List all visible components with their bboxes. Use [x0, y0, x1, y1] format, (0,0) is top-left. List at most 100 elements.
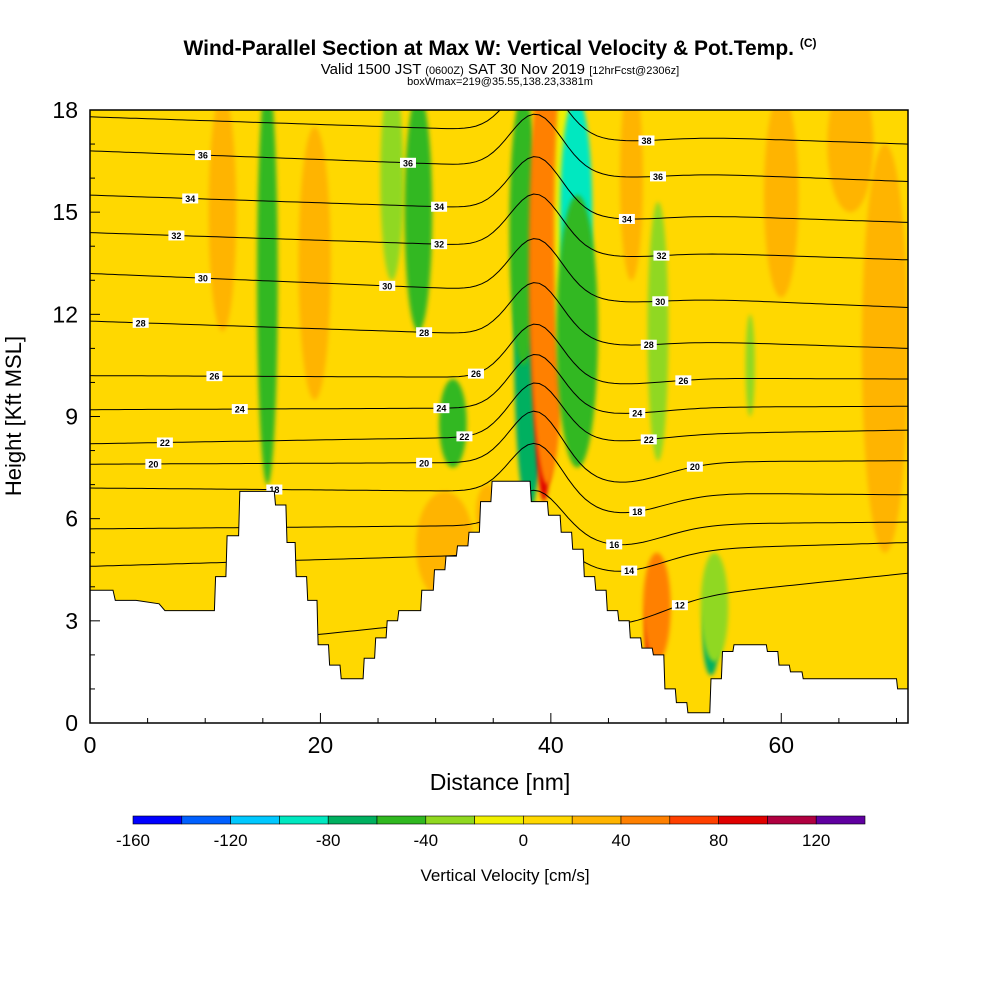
colorbar-tick-1: -120 — [214, 831, 248, 850]
theta-label-20: 30 — [198, 274, 208, 284]
theta-label-bg-21 — [379, 280, 396, 291]
colorbar-tick-2: -80 — [316, 831, 341, 850]
theta-line-20 — [90, 410, 908, 483]
theta-line-34 — [90, 156, 908, 223]
chart-subtitle: Valid 1500 JST (0600Z) SAT 30 Nov 2019 [… — [0, 61, 1000, 78]
theta-label-6: 20 — [419, 458, 429, 468]
w-feature-16 — [208, 110, 237, 332]
theta-label-bg-1 — [621, 565, 638, 576]
colorbar-tick-3: -40 — [414, 831, 439, 850]
theta-label-9: 22 — [459, 432, 469, 442]
theta-label-25: 32 — [656, 251, 666, 261]
w-feature-14 — [745, 314, 755, 417]
theta-label-3: 18 — [269, 485, 279, 495]
colorbar-swatch-1 — [181, 815, 231, 825]
theta-label-bg-32 — [638, 135, 655, 146]
colorbar-swatch-9 — [571, 815, 622, 825]
theta-label-19: 28 — [644, 340, 654, 350]
w-feature-25 — [763, 110, 799, 298]
valid-date: SAT 30 Nov 2019 — [467, 61, 586, 78]
theta-label-28: 34 — [622, 214, 632, 224]
colorbar-swatch-3 — [279, 815, 329, 825]
y-tick-label-0: 0 — [65, 710, 78, 736]
colorbar-tick-4: 0 — [519, 831, 528, 850]
w-feature-23 — [619, 110, 644, 281]
theta-label-bg-23 — [168, 230, 185, 241]
theta-label-17: 28 — [136, 318, 146, 328]
y-tick-label-1: 3 — [65, 608, 78, 634]
theta-label-0: 12 — [675, 601, 685, 611]
theta-label-bg-27 — [431, 201, 448, 212]
theta-label-31: 36 — [653, 172, 663, 182]
valid-time-zulu: (0600Z) — [425, 65, 464, 77]
w-feature-28 — [170, 110, 194, 230]
terrain-mask — [90, 481, 908, 723]
theta-label-5: 20 — [148, 459, 158, 469]
theta-label-bg-4 — [629, 506, 646, 517]
colorbar-tick-7: 120 — [802, 831, 830, 850]
colorbar-label: Vertical Velocity [cm/s] — [420, 866, 589, 885]
theta-label-16: 26 — [678, 376, 688, 386]
theta-label-bg-24 — [431, 239, 448, 250]
theta-label-23: 32 — [171, 231, 181, 241]
forecast-info: [12hrFcst@2306z] — [589, 65, 680, 77]
theta-label-bg-28 — [618, 213, 635, 224]
colorbar-swatch-14 — [815, 815, 866, 825]
y-tick-label-6: 18 — [52, 97, 78, 123]
theta-label-bg-11 — [231, 404, 248, 415]
colorbar-swatch-7 — [474, 815, 524, 825]
theta-label-15: 26 — [471, 369, 481, 379]
theta-label-18: 28 — [419, 328, 429, 338]
theta-line-36 — [90, 113, 908, 182]
theta-label-bg-5 — [145, 458, 162, 469]
theta-label-4: 18 — [632, 507, 642, 517]
copyright-tag: (C) — [799, 36, 817, 50]
theta-line-26 — [90, 323, 908, 385]
colorbar-swatch-12 — [718, 815, 768, 825]
theta-label-8: 22 — [160, 438, 170, 448]
theta-line-30 — [90, 238, 908, 308]
theta-label-bg-31 — [649, 171, 666, 182]
theta-label-bg-15 — [467, 368, 484, 379]
theta-label-bg-25 — [653, 250, 670, 261]
theta-label-bg-7 — [686, 461, 703, 472]
theta-label-21: 30 — [382, 281, 392, 291]
colorbar-swatch-6 — [425, 815, 475, 825]
colorbar-tick-5: 40 — [612, 831, 631, 850]
colorbar-swatch-11 — [669, 815, 719, 825]
colorbar-swatch-2 — [230, 815, 280, 825]
theta-line-18 — [90, 442, 908, 514]
theta-label-13: 24 — [632, 409, 642, 419]
colorbar-swatch-8 — [523, 815, 573, 825]
y-tick-label-3: 9 — [65, 404, 78, 430]
colorbar-swatch-4 — [327, 815, 378, 825]
theta-label-10: 22 — [644, 435, 654, 445]
colorbar-swatch-10 — [620, 815, 671, 825]
w-feature-20 — [643, 552, 671, 662]
chart-title: Wind-Parallel Section at Max W: Vertical… — [0, 36, 1000, 61]
terrain-outline — [90, 480, 908, 723]
colorbar-tick-6: 80 — [709, 831, 728, 850]
theta-label-bg-20 — [194, 273, 211, 284]
theta-label-30: 36 — [403, 158, 413, 168]
colorbar-swatch-13 — [767, 815, 817, 825]
y-tick-label-2: 6 — [65, 506, 78, 532]
x-tick-label-1: 20 — [308, 732, 334, 758]
theta-label-bg-26 — [182, 193, 199, 204]
theta-label-bg-30 — [399, 157, 416, 168]
theta-label-32: 38 — [641, 136, 651, 146]
theta-label-29: 36 — [198, 151, 208, 161]
w-feature-24 — [827, 110, 874, 213]
theta-label-bg-2 — [606, 539, 623, 550]
x-tick-label-2: 40 — [538, 732, 564, 758]
plot-area: 12 14 16 18 18 20 20 20 22 22 22 24 24 24 26 26 26 28 28 28… — [90, 110, 908, 723]
theta-label-bg-22 — [652, 296, 669, 307]
theta-label-27: 34 — [434, 202, 444, 212]
theta-label-bg-18 — [416, 327, 433, 338]
theta-label-14: 26 — [209, 372, 219, 382]
theta-label-bg-6 — [416, 457, 433, 468]
w-feature-26 — [861, 144, 908, 553]
w-feature-27 — [113, 511, 183, 594]
